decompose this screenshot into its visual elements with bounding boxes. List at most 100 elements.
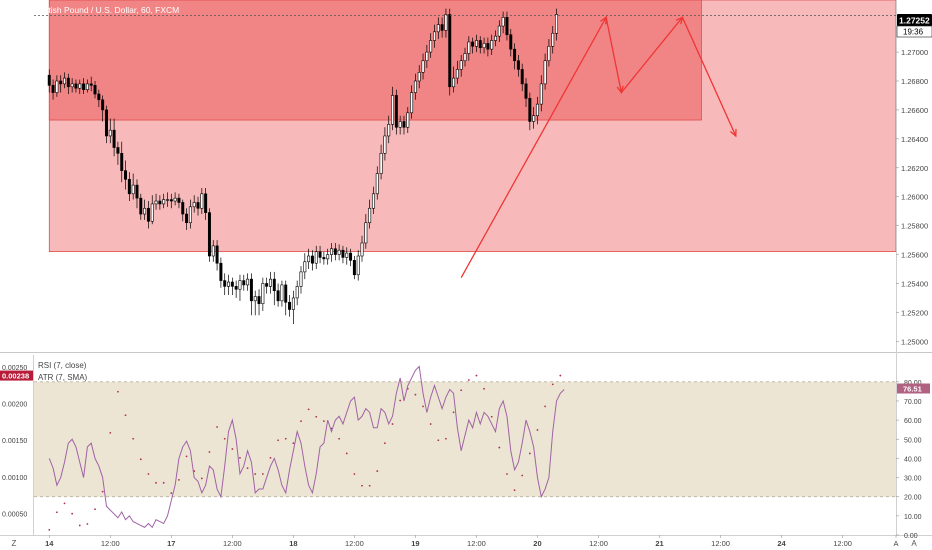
candle[interactable] [391, 86, 395, 131]
candle[interactable] [494, 30, 497, 47]
candle[interactable] [555, 8, 559, 41]
candle[interactable] [516, 54, 520, 77]
candle[interactable] [257, 289, 261, 316]
scale-toggle-left-icon[interactable]: Z [12, 539, 17, 548]
candle[interactable] [402, 115, 406, 135]
candle[interactable] [371, 186, 375, 215]
candle[interactable] [314, 245, 318, 270]
candle[interactable] [268, 271, 272, 294]
candle[interactable] [364, 214, 368, 249]
candle[interactable] [276, 283, 280, 307]
candle[interactable] [413, 73, 417, 100]
candle[interactable] [135, 179, 139, 209]
candle[interactable] [337, 244, 341, 261]
candle[interactable] [448, 8, 452, 96]
candle[interactable] [322, 251, 326, 265]
candle[interactable] [535, 96, 539, 125]
candle[interactable] [188, 199, 192, 229]
auto-scale-button[interactable]: A [911, 539, 917, 548]
candle[interactable] [467, 36, 471, 61]
candle[interactable] [486, 37, 490, 57]
candle[interactable] [318, 245, 322, 264]
candle[interactable] [116, 141, 120, 165]
candle[interactable] [261, 277, 265, 311]
candle[interactable] [551, 26, 555, 54]
candle[interactable] [490, 34, 494, 55]
candle[interactable] [66, 73, 70, 95]
candle[interactable] [207, 208, 211, 262]
candle[interactable] [429, 33, 433, 58]
candle[interactable] [444, 8, 448, 38]
trendlines[interactable] [460, 15, 737, 279]
candle[interactable] [310, 250, 314, 271]
candle[interactable] [455, 60, 459, 84]
candle[interactable] [74, 79, 78, 93]
price-axis[interactable]: 1.27000 1.26800 1.26600 1.26400 1.26200 1.260… [896, 48, 928, 346]
candle[interactable] [303, 253, 307, 280]
candle[interactable] [127, 172, 131, 202]
candle[interactable] [383, 127, 387, 161]
candle[interactable] [463, 47, 467, 67]
candle[interactable] [272, 271, 276, 306]
candle[interactable] [291, 290, 295, 324]
candle[interactable] [78, 79, 82, 95]
candle[interactable] [436, 17, 440, 40]
candle[interactable] [326, 248, 330, 265]
candle[interactable] [59, 75, 63, 93]
candle[interactable] [173, 192, 177, 206]
candle[interactable] [509, 28, 513, 57]
candle[interactable] [284, 280, 288, 316]
candle[interactable] [421, 53, 425, 80]
candle[interactable] [433, 24, 436, 48]
candle[interactable] [539, 75, 543, 112]
rsi-legend[interactable]: RSI (7, close) [38, 361, 87, 370]
candle[interactable] [101, 95, 105, 122]
candle[interactable] [520, 63, 524, 92]
candle[interactable] [341, 245, 345, 264]
time-axis[interactable]: 14 12:00 17 12:00 18 12:00 19 12:00 20 12:00 21 12:… [45, 535, 899, 548]
candle[interactable] [307, 248, 311, 270]
candle[interactable] [452, 66, 456, 93]
candle[interactable] [547, 39, 551, 67]
candle[interactable] [375, 166, 379, 200]
candle[interactable] [204, 188, 208, 220]
candle[interactable] [143, 199, 147, 220]
candle[interactable] [543, 53, 547, 90]
candle[interactable] [181, 199, 185, 222]
candle[interactable] [299, 266, 303, 294]
candle[interactable] [265, 277, 269, 294]
candle[interactable] [246, 273, 250, 291]
candle[interactable] [417, 65, 421, 89]
candle[interactable] [162, 193, 166, 209]
candle[interactable] [93, 80, 97, 99]
candle[interactable] [192, 195, 196, 213]
candle[interactable] [497, 20, 501, 42]
candle[interactable] [120, 141, 124, 183]
candle[interactable] [406, 107, 410, 134]
candle[interactable] [474, 34, 478, 53]
candle[interactable] [227, 274, 231, 296]
candle[interactable] [513, 43, 517, 70]
candle[interactable] [352, 255, 356, 280]
candle[interactable] [104, 105, 108, 144]
candle[interactable] [146, 201, 150, 229]
candle[interactable] [230, 277, 234, 296]
candle[interactable] [482, 37, 486, 54]
candle[interactable] [471, 37, 475, 54]
candle[interactable] [139, 193, 143, 220]
candle[interactable] [345, 247, 349, 265]
candle[interactable] [89, 76, 93, 92]
candle[interactable] [219, 257, 223, 288]
candle[interactable] [97, 89, 101, 108]
candle[interactable] [185, 208, 189, 230]
candle[interactable] [478, 36, 482, 54]
candle[interactable] [169, 193, 173, 209]
candle[interactable] [108, 118, 112, 144]
candle[interactable] [333, 242, 337, 261]
candle[interactable] [524, 78, 528, 108]
candle[interactable] [177, 193, 181, 209]
candle[interactable] [394, 89, 398, 135]
candle[interactable] [196, 196, 200, 216]
candle[interactable] [215, 240, 219, 271]
candle[interactable] [398, 115, 402, 135]
